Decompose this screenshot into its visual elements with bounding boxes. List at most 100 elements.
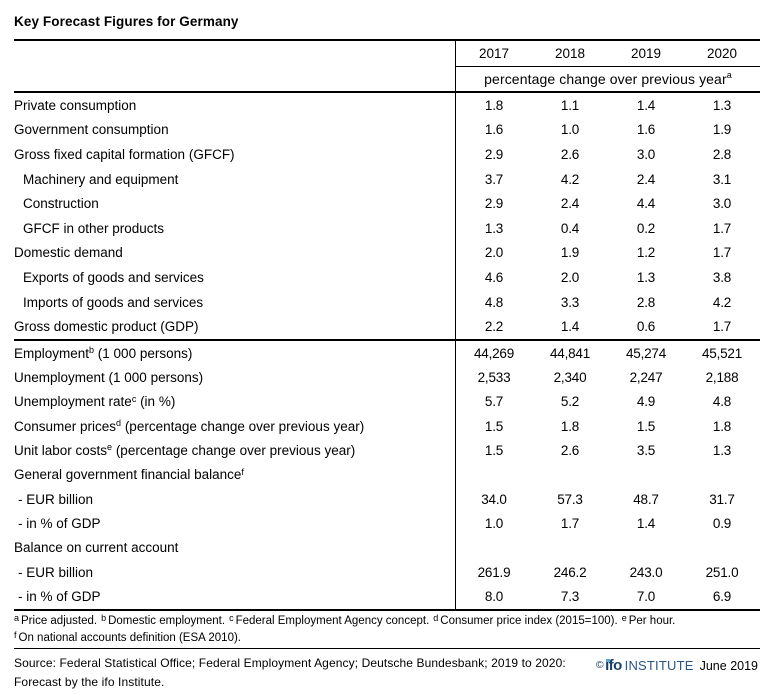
value-cell: 3.0 [636, 146, 656, 162]
row-values: 2.9 2.4 4.4 3.0 [455, 191, 760, 216]
table-row: Unit labor costse (percentage change ove… [14, 438, 760, 463]
footnote-line: a Price adjusted. b Domestic employment. c Fe… [14, 613, 760, 630]
row-label: - in % of GDP [14, 589, 455, 604]
row-label-text: Government consumption [14, 122, 169, 138]
footnote-item: d Consumer price index (2015=100). [433, 613, 618, 628]
ifo-logo-text: ifo [605, 657, 622, 674]
value-cell: 0.2 [636, 220, 656, 236]
footnote-item: c Federal Employment Agency concept. [229, 614, 430, 628]
table-row: Government consumption 1.6 1.0 1.6 1.9 [14, 117, 760, 143]
header-label-space [14, 41, 455, 67]
row-label-suffix: (percentage change over previous year) [121, 418, 365, 434]
row-label-suffix: (in %) [136, 394, 176, 410]
table-row: Unemployment ratec (in %) 5.7 5.2 4.9 4.8 [14, 389, 760, 414]
page-title: Key Forecast Figures for Germany [14, 14, 239, 29]
row-label-text: - EUR billion [18, 491, 94, 507]
subheader: percentage change over previous year a [455, 67, 760, 91]
value-cell: 1.8 [484, 97, 504, 113]
value-cell: 45,274 [625, 345, 667, 361]
row-values: 2.0 1.9 1.2 1.7 [455, 240, 760, 266]
footnote-mark: f [14, 629, 17, 640]
forecast-table: 2017 2018 2019 2020 percentage change ov… [14, 39, 760, 611]
value-cell: 2.9 [484, 146, 504, 162]
value-cell: 1.0 [560, 122, 580, 138]
row-label: Consumer pricesd (percentage change over… [14, 419, 455, 434]
value-cell: 1.3 [712, 97, 732, 113]
row-label: Gross domestic product (GDP) [14, 319, 455, 334]
row-values: 261.9 246.2 243.0 251.0 [455, 560, 760, 585]
row-values: 1.6 1.0 1.6 1.9 [455, 117, 760, 143]
value-cell: 6.9 [712, 589, 732, 605]
value-cell: 5.7 [484, 394, 504, 410]
value-cell: 1.4 [560, 319, 580, 335]
row-label-text: Construction [23, 196, 99, 212]
value-cell: 2,247 [629, 369, 663, 385]
value-cell: 1.1 [560, 97, 580, 113]
value-cell: 1.5 [484, 442, 504, 458]
value-cell: 1.7 [560, 516, 580, 532]
row-label-suffix: (1 000 persons) [94, 345, 193, 361]
row-label: Imports of goods and services [14, 295, 455, 310]
row-label-text: General government financial balance [14, 467, 242, 483]
row-label-text: Private consumption [14, 97, 137, 113]
row-footnote-mark: b [89, 345, 95, 356]
footnote-mark: d [433, 613, 439, 624]
table-section-labor-prices-balances: Employmentb (1 000 persons) 44,269 44,841 4… [14, 338, 760, 609]
footnote-item: f On national accounts definition (ESA 20… [14, 629, 241, 644]
value-cell: 3.5 [636, 442, 656, 458]
value-cell: 1.3 [484, 220, 504, 236]
footnote-mark: e [621, 613, 627, 624]
row-label-text: Gross fixed capital formation (GFCF) [14, 146, 235, 162]
footnote-text: Consumer price index (2015=100). [440, 615, 618, 628]
value-cell: 4.8 [712, 394, 732, 410]
row-label: - in % of GDP [14, 516, 455, 531]
footnote-text: On national accounts definition (ESA 201… [18, 631, 241, 644]
row-label-text: Unit labor costs [14, 442, 108, 458]
value-cell: 1.7 [712, 319, 732, 335]
row-label-suffix: (percentage change over previous year) [112, 442, 356, 458]
year-header: 2020 [706, 46, 738, 61]
footnote-item: e Per hour. [621, 613, 676, 628]
row-label: - EUR billion [14, 492, 455, 507]
value-cell: 1.5 [484, 418, 504, 434]
value-cell: 1.6 [484, 122, 504, 138]
value-cell: 2.0 [484, 245, 504, 261]
value-cell: 45,521 [701, 345, 743, 361]
row-label: Private consumption [14, 98, 455, 113]
row-label: Exports of goods and services [14, 270, 455, 285]
value-cell: 243.0 [629, 564, 663, 580]
row-values: 1.0 1.7 1.4 0.9 [455, 511, 760, 536]
table-row: Private consumption 1.8 1.1 1.4 1.3 [14, 93, 760, 118]
table-row: GFCF in other products 1.3 0.4 0.2 1.7 [14, 215, 760, 241]
value-cell: 251.0 [705, 564, 739, 580]
value-cell: 4.4 [636, 196, 656, 212]
row-label-text: Balance on current account [14, 540, 179, 556]
value-cell: 2.9 [484, 196, 504, 212]
value-cell: 2,533 [477, 369, 511, 385]
row-values: 4.8 3.3 2.8 4.2 [455, 289, 760, 315]
table-row: Construction 2.9 2.4 4.4 3.0 [14, 191, 760, 216]
row-label-text: Imports of goods and services [23, 294, 204, 310]
value-cell: 3.8 [712, 269, 732, 285]
value-cell: 2.8 [712, 146, 732, 162]
row-label: Government consumption [14, 122, 455, 137]
footnote-text: Federal Employment Agency concept. [235, 615, 430, 628]
row-values: 2,533 2,340 2,247 2,188 [455, 365, 760, 390]
row-label: Balance on current account [14, 540, 455, 555]
footnote-item: b Domestic employment. [101, 613, 225, 628]
value-cell: 4.2 [560, 171, 580, 187]
year-header: 2019 [630, 46, 662, 61]
value-cell: 8.0 [484, 589, 504, 605]
footnote-mark: b [101, 613, 107, 624]
row-label-text: Unemployment (1 000 persons) [14, 369, 204, 385]
year-columns: 2017 2018 2019 2020 [455, 41, 760, 67]
table-row: - EUR billion 34.0 57.3 48.7 31.7 [14, 487, 760, 512]
footnote-text: Price adjusted. [21, 615, 98, 628]
value-cell: 1.9 [712, 122, 732, 138]
value-cell: 44,269 [473, 345, 515, 361]
row-label-text: Gross domestic product (GDP) [14, 319, 199, 335]
subheader-text: percentage change over previous year [484, 71, 727, 87]
table-section-expenditure: Private consumption 1.8 1.1 1.4 1.3 Governmen… [14, 93, 760, 339]
value-cell: 2,188 [705, 369, 739, 385]
